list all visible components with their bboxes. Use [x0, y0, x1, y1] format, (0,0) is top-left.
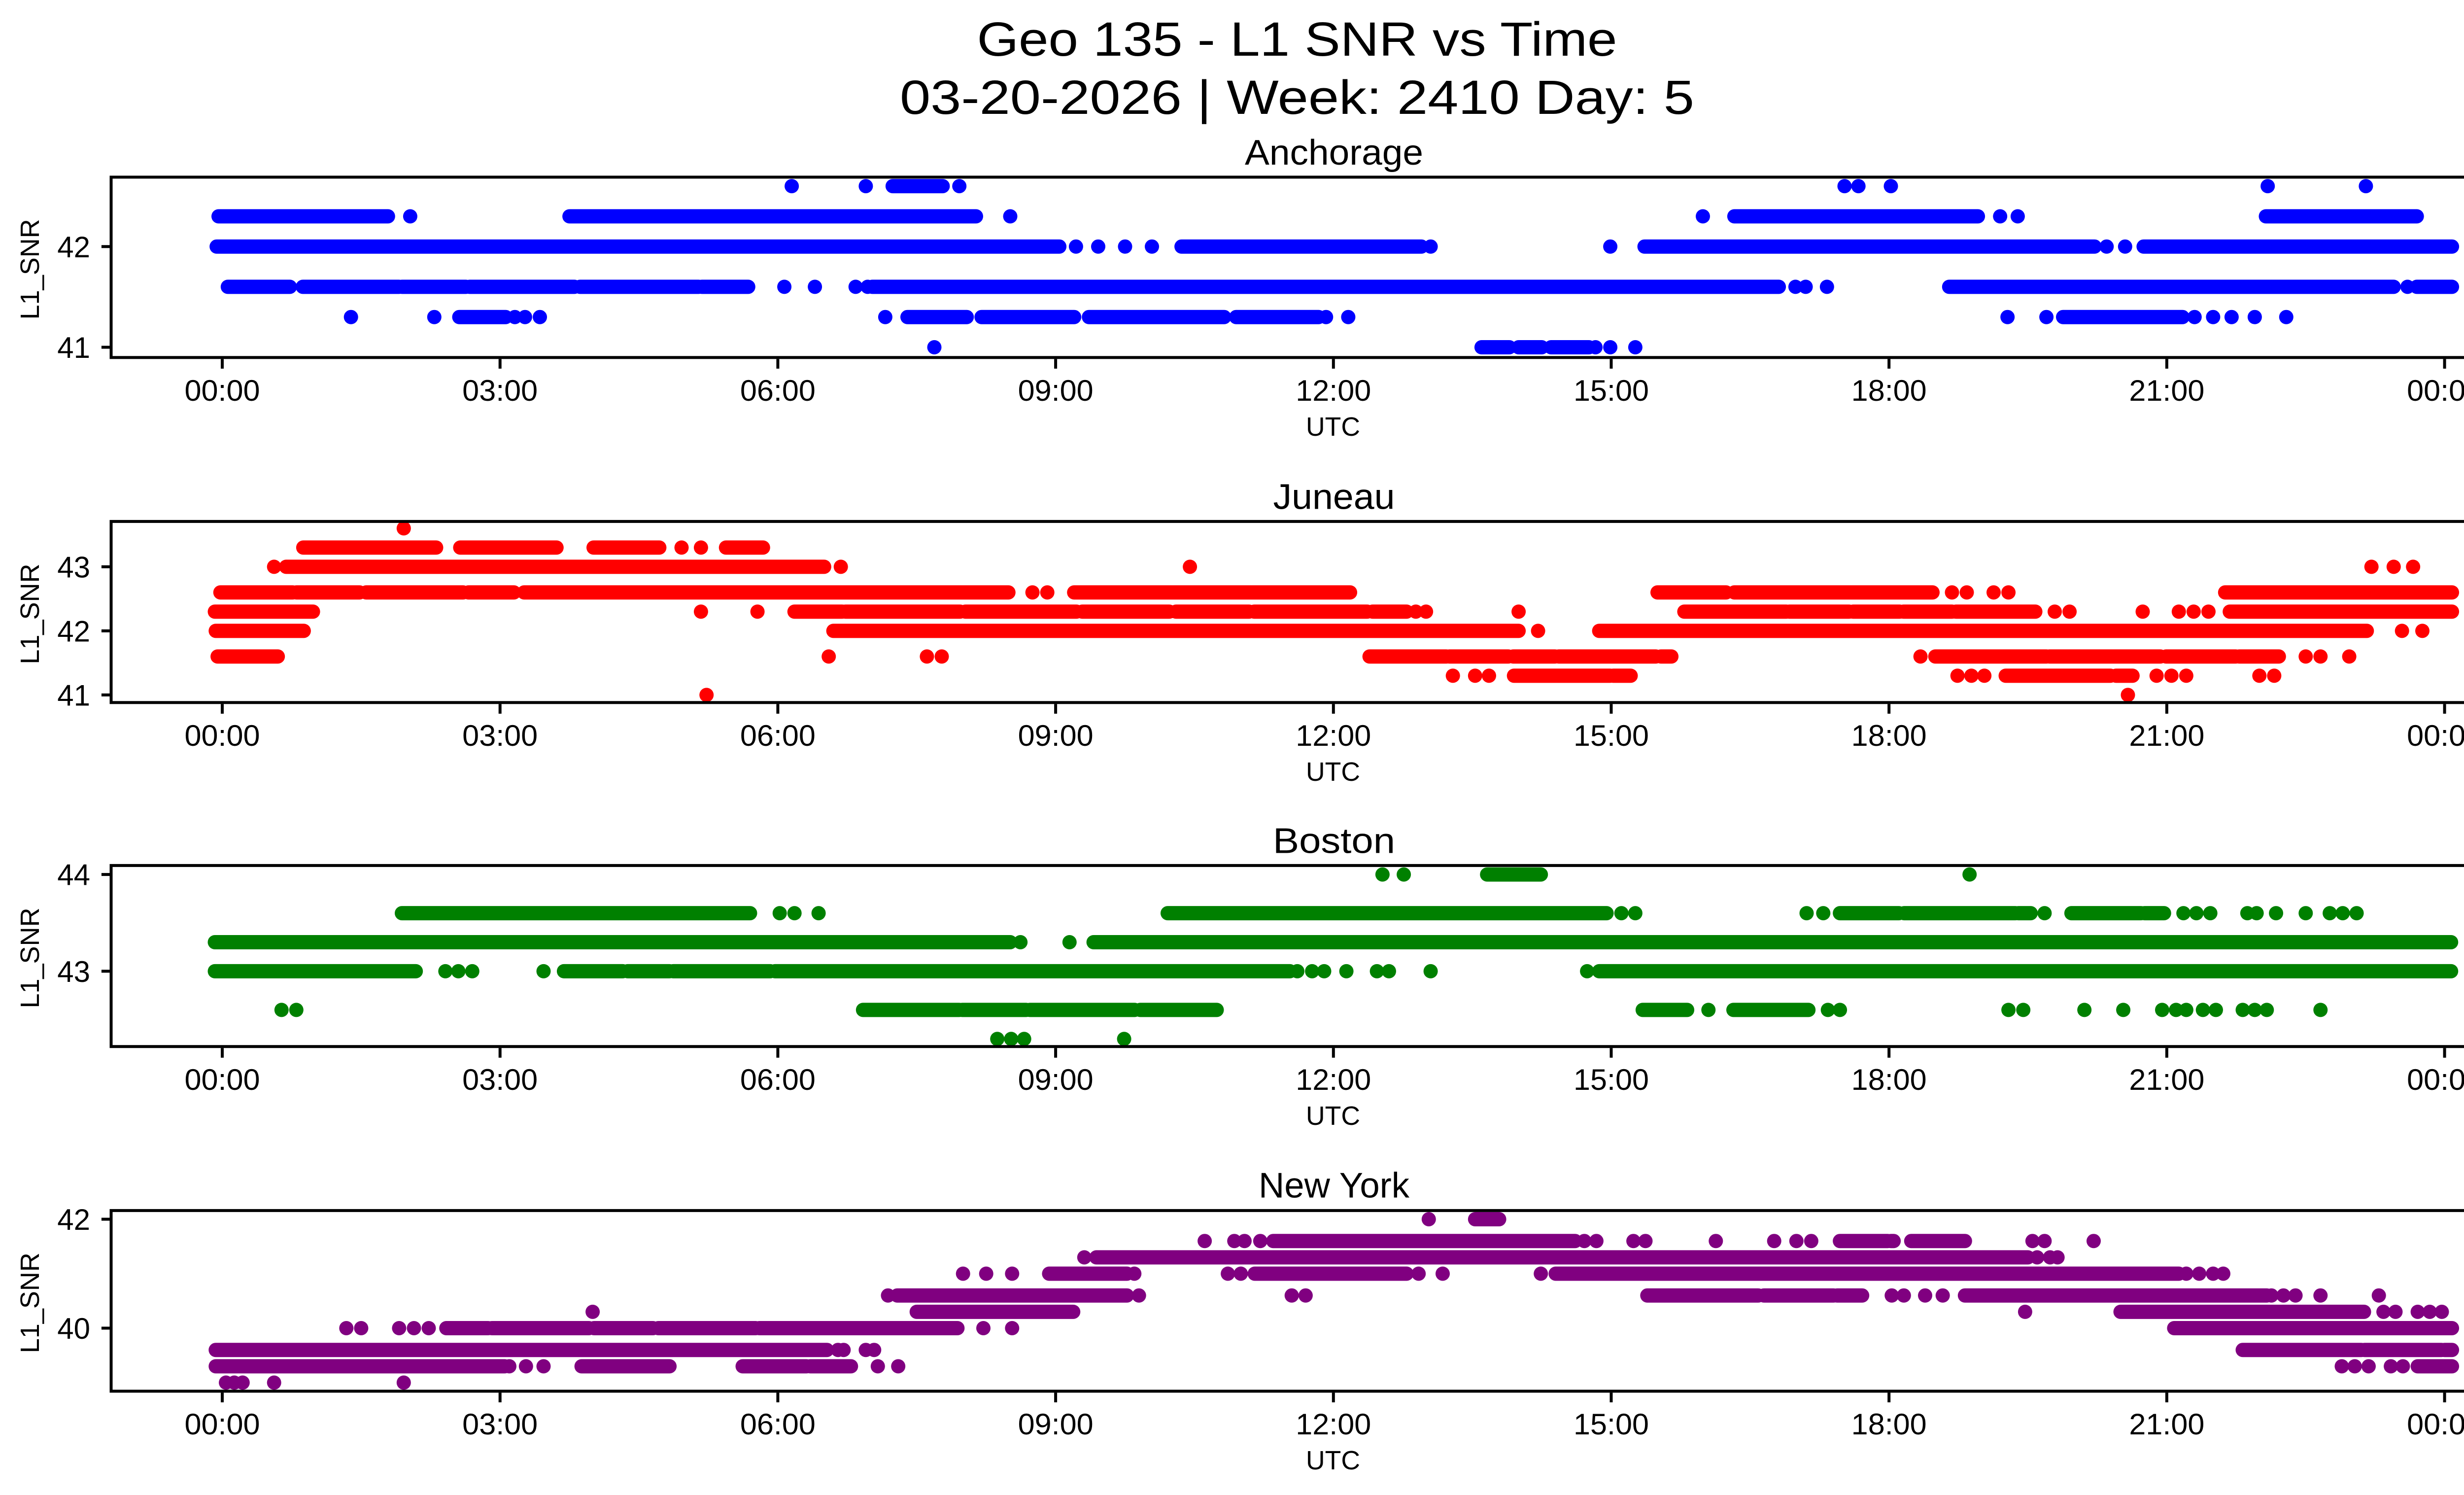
svg-text:03:00: 03:00 — [462, 1408, 538, 1441]
svg-text:42: 42 — [57, 231, 90, 264]
svg-text:18:00: 18:00 — [1851, 1063, 1927, 1096]
svg-text:41: 41 — [57, 679, 90, 712]
svg-text:42: 42 — [57, 615, 90, 648]
svg-text:Anchorage: Anchorage — [1245, 133, 1423, 173]
svg-text:00:00: 00:00 — [2407, 1063, 2464, 1096]
svg-text:15:00: 15:00 — [1574, 1408, 1649, 1441]
svg-text:18:00: 18:00 — [1851, 1408, 1927, 1441]
svg-text:UTC: UTC — [1306, 1101, 1360, 1131]
svg-text:44: 44 — [57, 859, 90, 892]
svg-text:21:00: 21:00 — [2129, 1063, 2204, 1096]
svg-text:12:00: 12:00 — [1296, 719, 1371, 752]
svg-text:06:00: 06:00 — [740, 374, 816, 407]
svg-text:L1_SNR: L1_SNR — [15, 219, 45, 319]
svg-text:Geo 135 - L1 SNR vs Time: Geo 135 - L1 SNR vs Time — [977, 12, 1617, 66]
svg-text:42: 42 — [57, 1203, 90, 1236]
svg-text:L1_SNR: L1_SNR — [15, 907, 45, 1008]
svg-text:03:00: 03:00 — [462, 719, 538, 752]
svg-text:00:00: 00:00 — [2407, 1408, 2464, 1441]
svg-text:03-20-2026 | Week: 2410 Day: 5: 03-20-2026 | Week: 2410 Day: 5 — [900, 70, 1694, 124]
svg-text:15:00: 15:00 — [1574, 719, 1649, 752]
svg-text:06:00: 06:00 — [740, 1408, 816, 1441]
svg-text:40: 40 — [57, 1312, 90, 1345]
svg-text:12:00: 12:00 — [1296, 374, 1371, 407]
svg-text:21:00: 21:00 — [2129, 1408, 2204, 1441]
svg-text:21:00: 21:00 — [2129, 719, 2204, 752]
svg-text:UTC: UTC — [1306, 412, 1360, 442]
svg-text:New York: New York — [1259, 1166, 1410, 1206]
svg-text:00:00: 00:00 — [2407, 374, 2464, 407]
svg-text:Boston: Boston — [1273, 822, 1395, 861]
svg-text:41: 41 — [57, 331, 90, 364]
svg-text:15:00: 15:00 — [1574, 374, 1649, 407]
svg-text:00:00: 00:00 — [185, 719, 260, 752]
svg-text:43: 43 — [57, 551, 90, 584]
svg-text:03:00: 03:00 — [462, 374, 538, 407]
svg-text:06:00: 06:00 — [740, 719, 816, 752]
svg-text:43: 43 — [57, 955, 90, 988]
svg-text:L1_SNR: L1_SNR — [15, 1252, 45, 1353]
svg-text:00:00: 00:00 — [185, 1408, 260, 1441]
svg-text:15:00: 15:00 — [1574, 1063, 1649, 1096]
svg-text:12:00: 12:00 — [1296, 1063, 1371, 1096]
svg-text:00:00: 00:00 — [2407, 719, 2464, 752]
svg-text:Juneau: Juneau — [1273, 478, 1395, 517]
svg-text:12:00: 12:00 — [1296, 1408, 1371, 1441]
svg-text:UTC: UTC — [1306, 757, 1360, 787]
svg-text:00:00: 00:00 — [185, 374, 260, 407]
svg-text:09:00: 09:00 — [1018, 1408, 1094, 1441]
svg-text:UTC: UTC — [1306, 1446, 1360, 1475]
svg-text:09:00: 09:00 — [1018, 374, 1094, 407]
svg-text:00:00: 00:00 — [185, 1063, 260, 1096]
svg-text:03:00: 03:00 — [462, 1063, 538, 1096]
svg-text:L1_SNR: L1_SNR — [15, 564, 45, 664]
svg-text:21:00: 21:00 — [2129, 374, 2204, 407]
svg-text:18:00: 18:00 — [1851, 719, 1927, 752]
svg-text:18:00: 18:00 — [1851, 374, 1927, 407]
svg-text:09:00: 09:00 — [1018, 719, 1094, 752]
svg-text:06:00: 06:00 — [740, 1063, 816, 1096]
svg-text:09:00: 09:00 — [1018, 1063, 1094, 1096]
